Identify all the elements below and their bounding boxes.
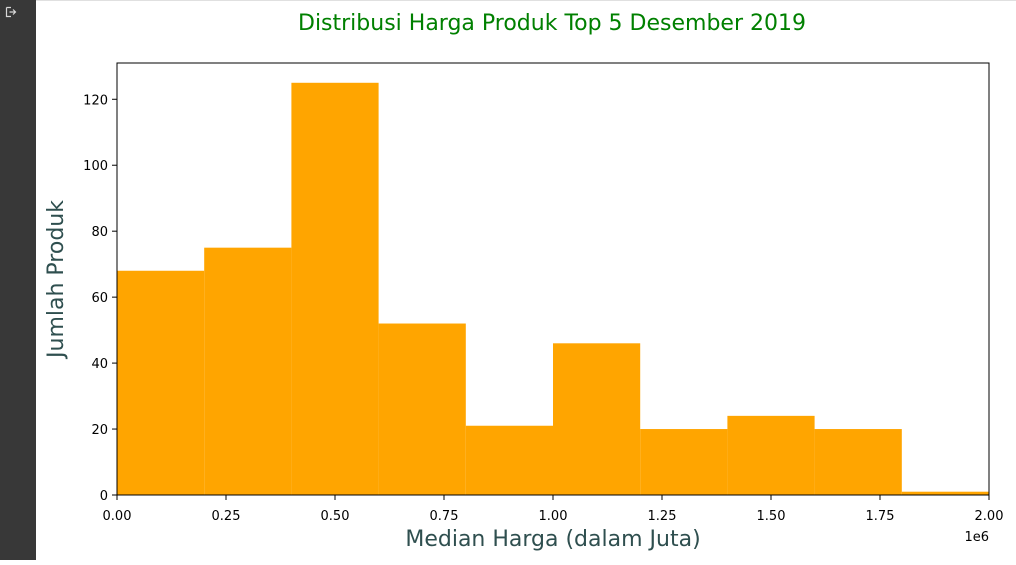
y-tick-label: 100: [83, 159, 108, 174]
x-offset-label: 1e6: [964, 530, 989, 545]
x-tick-label: 0.75: [430, 509, 459, 524]
y-tick-label: 40: [91, 357, 108, 372]
x-tick-label: 0.50: [321, 509, 350, 524]
x-tick-label: 0.00: [103, 509, 132, 524]
y-tick-label: 20: [91, 423, 108, 438]
x-tick-label: 1.25: [648, 509, 677, 524]
y-tick-label: 120: [83, 93, 108, 108]
histogram-bar: [553, 343, 641, 495]
x-tick-label: 1.50: [757, 509, 786, 524]
chart-figure: Distribusi Harga Produk Top 5 Desember 2…: [36, 0, 1016, 560]
x-tick-label: 1.00: [539, 509, 568, 524]
histogram-bar: [727, 415, 815, 495]
histogram-bar: [204, 247, 292, 495]
y-axis-label: Jumlah Produk: [44, 200, 69, 360]
histogram-bar: [465, 425, 553, 495]
y-axis-ticks: 0 20 40 60 80 100 120: [83, 93, 117, 504]
histogram-bar: [814, 429, 902, 495]
x-tick-label: 0.25: [212, 509, 241, 524]
histogram-bar: [117, 270, 205, 495]
cell-output-gutter: [0, 0, 36, 560]
y-tick-label: 80: [91, 225, 108, 240]
histogram-bar: [378, 323, 466, 495]
histogram-bar: [640, 429, 728, 495]
x-tick-label: 1.75: [866, 509, 895, 524]
output-arrow-icon: [5, 6, 17, 18]
bars-group: [117, 82, 989, 496]
histogram-chart: Distribusi Harga Produk Top 5 Desember 2…: [44, 11, 1004, 552]
x-tick-label: 2.00: [975, 509, 1004, 524]
x-axis-ticks: 0.00 0.25 0.50 0.75 1.00 1.25 1.50 1.75 2.00: [103, 495, 1004, 524]
chart-title: Distribusi Harga Produk Top 5 Desember 2…: [298, 11, 806, 36]
x-axis-label: Median Harga (dalam Juta): [405, 527, 700, 552]
histogram-bar: [291, 82, 379, 496]
histogram-bar: [901, 491, 989, 495]
y-tick-label: 0: [100, 489, 108, 504]
y-tick-label: 60: [91, 291, 108, 306]
